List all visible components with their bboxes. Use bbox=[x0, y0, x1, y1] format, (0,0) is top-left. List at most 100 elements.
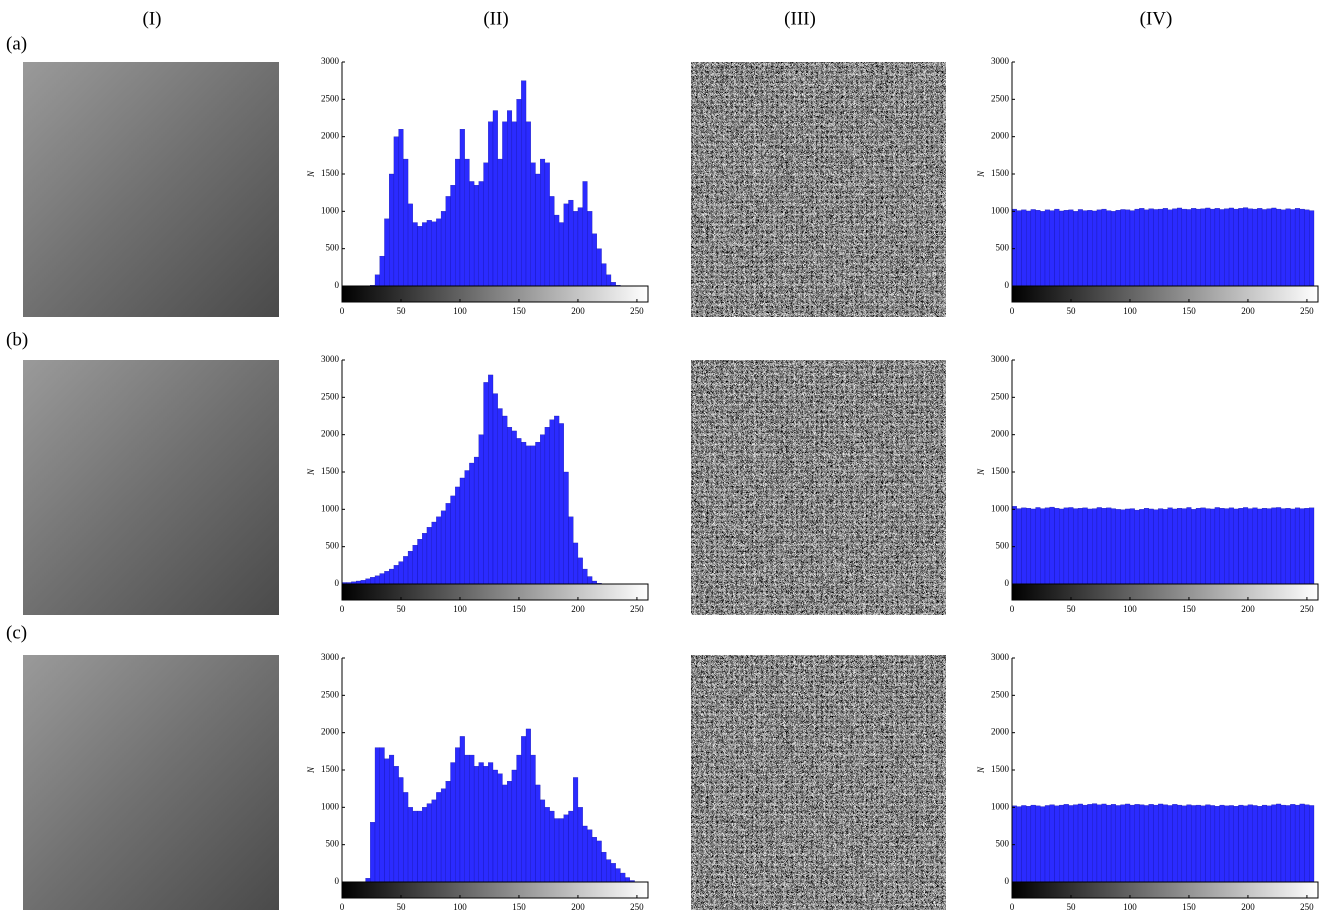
bar bbox=[1035, 805, 1041, 883]
bar bbox=[398, 561, 404, 585]
bar bbox=[558, 423, 564, 585]
bar bbox=[535, 441, 541, 585]
bar bbox=[1309, 507, 1315, 585]
bar bbox=[1205, 804, 1211, 883]
y-tick-label: 2000 bbox=[321, 429, 340, 439]
bar bbox=[568, 810, 574, 883]
bar bbox=[464, 158, 470, 287]
bar bbox=[455, 747, 461, 883]
bar bbox=[1077, 508, 1083, 585]
x-tick-label: 0 bbox=[1010, 902, 1015, 912]
y-axis-label: N bbox=[976, 766, 986, 774]
bar bbox=[554, 818, 560, 883]
bar bbox=[1261, 804, 1267, 883]
y-tick-label: 1000 bbox=[991, 801, 1010, 811]
bar bbox=[1172, 208, 1178, 287]
source-image bbox=[23, 62, 279, 317]
bar bbox=[1290, 209, 1296, 287]
bar bbox=[1158, 508, 1164, 585]
y-tick-label: 3000 bbox=[991, 56, 1010, 66]
bar bbox=[577, 807, 583, 883]
bar bbox=[1110, 508, 1116, 585]
bar bbox=[535, 173, 541, 287]
bar bbox=[516, 438, 522, 585]
bar bbox=[568, 516, 574, 585]
bar bbox=[502, 784, 508, 883]
bar bbox=[1054, 805, 1060, 883]
x-tick-label: 200 bbox=[1241, 306, 1255, 316]
x-tick-label: 50 bbox=[396, 604, 406, 614]
bar bbox=[1129, 804, 1135, 883]
bar bbox=[450, 495, 456, 585]
bar bbox=[1186, 507, 1192, 585]
y-tick-label: 1000 bbox=[991, 503, 1010, 513]
x-tick-label: 200 bbox=[1241, 604, 1255, 614]
bar bbox=[549, 810, 555, 883]
bar bbox=[554, 214, 560, 287]
bar bbox=[417, 226, 423, 287]
bar bbox=[1238, 208, 1244, 287]
y-tick-label: 1000 bbox=[991, 205, 1010, 215]
bar bbox=[1049, 210, 1055, 287]
bar bbox=[615, 868, 621, 883]
x-tick-label: 100 bbox=[1123, 306, 1137, 316]
bar bbox=[1172, 804, 1178, 883]
bar bbox=[1280, 804, 1286, 883]
bar bbox=[426, 803, 432, 883]
bar bbox=[483, 382, 489, 585]
bar bbox=[1016, 806, 1022, 883]
bar bbox=[1106, 507, 1112, 585]
bar bbox=[1143, 209, 1149, 287]
bar bbox=[403, 556, 409, 585]
encrypted-image bbox=[691, 655, 946, 910]
bar bbox=[596, 840, 602, 883]
bar bbox=[365, 578, 371, 585]
bar bbox=[1294, 804, 1300, 883]
x-tick-label: 0 bbox=[1010, 306, 1015, 316]
bar bbox=[1271, 207, 1277, 287]
bar bbox=[540, 799, 546, 883]
bar bbox=[596, 248, 602, 287]
source-image bbox=[23, 655, 279, 910]
bar bbox=[1309, 210, 1315, 287]
bar bbox=[469, 754, 475, 883]
bar bbox=[492, 769, 498, 883]
bar bbox=[1044, 507, 1050, 585]
x-tick-label: 250 bbox=[630, 306, 644, 316]
bar bbox=[407, 203, 413, 287]
bar bbox=[549, 419, 555, 585]
bar bbox=[1082, 210, 1088, 287]
bar bbox=[384, 571, 390, 585]
bar bbox=[1021, 507, 1027, 585]
x-tick-label: 50 bbox=[1066, 604, 1076, 614]
bar bbox=[488, 121, 494, 287]
bar bbox=[563, 471, 569, 585]
y-tick-label: 3000 bbox=[321, 56, 340, 66]
bar bbox=[540, 158, 546, 287]
bar bbox=[1294, 208, 1300, 287]
bar bbox=[478, 181, 484, 287]
bar bbox=[1134, 208, 1140, 287]
bar bbox=[554, 415, 560, 585]
bar bbox=[1280, 508, 1286, 585]
bar bbox=[1054, 508, 1060, 585]
bar bbox=[1247, 208, 1253, 287]
bar bbox=[1162, 509, 1168, 585]
bar bbox=[1285, 805, 1291, 883]
bar bbox=[1054, 208, 1060, 287]
bar bbox=[1261, 209, 1267, 287]
bar bbox=[1224, 208, 1230, 287]
bar bbox=[1125, 508, 1131, 585]
bar bbox=[1233, 208, 1239, 287]
bar bbox=[1195, 508, 1201, 585]
bar bbox=[1153, 209, 1159, 287]
bar bbox=[1195, 804, 1201, 883]
x-tick-label: 100 bbox=[453, 902, 467, 912]
bar bbox=[374, 747, 380, 883]
x-tick-label: 100 bbox=[453, 306, 467, 316]
bar bbox=[1120, 804, 1126, 883]
bar bbox=[610, 863, 616, 883]
bar bbox=[1040, 211, 1046, 287]
bar bbox=[1191, 805, 1197, 883]
y-tick-label: 1500 bbox=[321, 764, 340, 774]
